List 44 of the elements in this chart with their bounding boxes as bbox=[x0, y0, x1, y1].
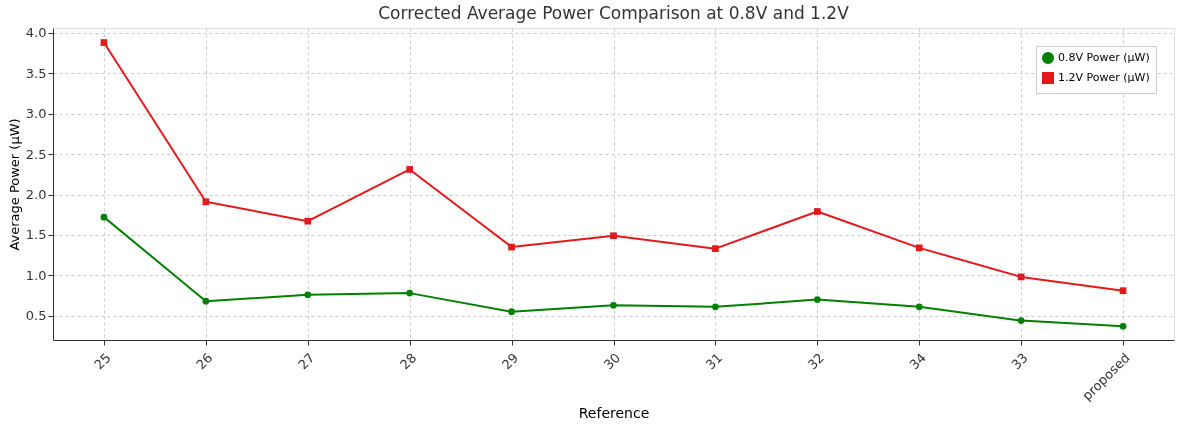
point bbox=[100, 213, 108, 221]
x-tick-label: 30 bbox=[600, 350, 624, 373]
y-tick-label: 3.0 bbox=[25, 106, 47, 122]
point bbox=[1119, 287, 1127, 295]
x-tick-label: 34 bbox=[906, 350, 929, 373]
point bbox=[1119, 322, 1127, 330]
point bbox=[406, 166, 414, 173]
point bbox=[915, 244, 923, 252]
y-tick-label: 2.5 bbox=[25, 146, 47, 162]
x-tick-label: 25 bbox=[91, 350, 114, 373]
point bbox=[202, 297, 210, 305]
point bbox=[508, 243, 515, 251]
point bbox=[406, 289, 414, 297]
point bbox=[508, 308, 515, 316]
point bbox=[712, 303, 719, 311]
x-tick-label: 27 bbox=[295, 350, 318, 373]
y-tick-label: 3.5 bbox=[25, 65, 47, 81]
point bbox=[304, 217, 312, 225]
point bbox=[1017, 317, 1025, 324]
point bbox=[813, 296, 821, 303]
point bbox=[712, 245, 719, 253]
legend-label: 0.8V Power (µW) bbox=[1058, 51, 1150, 64]
x-tick-label: 32 bbox=[804, 350, 828, 373]
chart-title: Corrected Average Power Comparison at 0.8V and 1.2V bbox=[378, 2, 850, 23]
y-axis-title: Average Power (µW) bbox=[6, 118, 22, 251]
point bbox=[610, 232, 617, 240]
x-tick-label: 33 bbox=[1008, 350, 1031, 373]
x-axis-title: Reference bbox=[578, 405, 650, 422]
x-tick-label: 28 bbox=[397, 350, 420, 373]
x-tick-label: 29 bbox=[498, 350, 522, 373]
y-tick-label: 0.5 bbox=[25, 308, 47, 324]
point bbox=[100, 39, 108, 46]
point bbox=[304, 291, 312, 299]
point bbox=[610, 301, 617, 309]
y-tick-label: 4.0 bbox=[25, 25, 47, 41]
point bbox=[813, 208, 821, 215]
y-tick-label: 2.0 bbox=[25, 187, 47, 203]
y-tick-label: 1.0 bbox=[25, 267, 47, 283]
y-tick-label: 1.5 bbox=[25, 227, 47, 243]
legend-label: 1.2V Power (µW) bbox=[1058, 71, 1150, 84]
x-tick-label: 31 bbox=[702, 350, 726, 373]
point bbox=[915, 303, 923, 311]
x-tick-label: 26 bbox=[193, 350, 216, 373]
point bbox=[202, 198, 210, 206]
